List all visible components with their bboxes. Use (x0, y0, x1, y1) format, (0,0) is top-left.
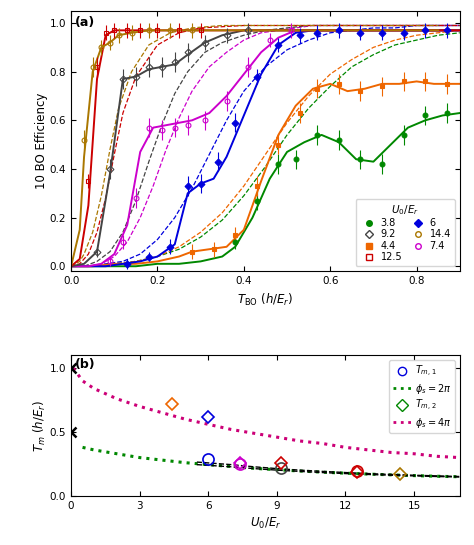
Y-axis label: $T_m\ (h/E_r)$: $T_m\ (h/E_r)$ (32, 399, 48, 452)
Legend: 3.8, 9.2, 4.4, 12.5, 6, 14.4, 7.4: 3.8, 9.2, 4.4, 12.5, 6, 14.4, 7.4 (356, 199, 455, 267)
X-axis label: $U_0/E_r$: $U_0/E_r$ (250, 516, 281, 531)
X-axis label: $T_{\mathrm{BO}}\ (h/E_r)$: $T_{\mathrm{BO}}\ (h/E_r)$ (237, 292, 293, 307)
Text: (a): (a) (75, 16, 95, 29)
Legend: $T_{m,1}$, $\phi_s = 2\pi$, $T_{m,2}$, $\phi_s = 4\pi$: $T_{m,1}$, $\phi_s = 2\pi$, $T_{m,2}$, $… (389, 360, 455, 433)
Y-axis label: 10 BO Efficiency: 10 BO Efficiency (36, 93, 48, 189)
Text: (b): (b) (75, 358, 96, 371)
